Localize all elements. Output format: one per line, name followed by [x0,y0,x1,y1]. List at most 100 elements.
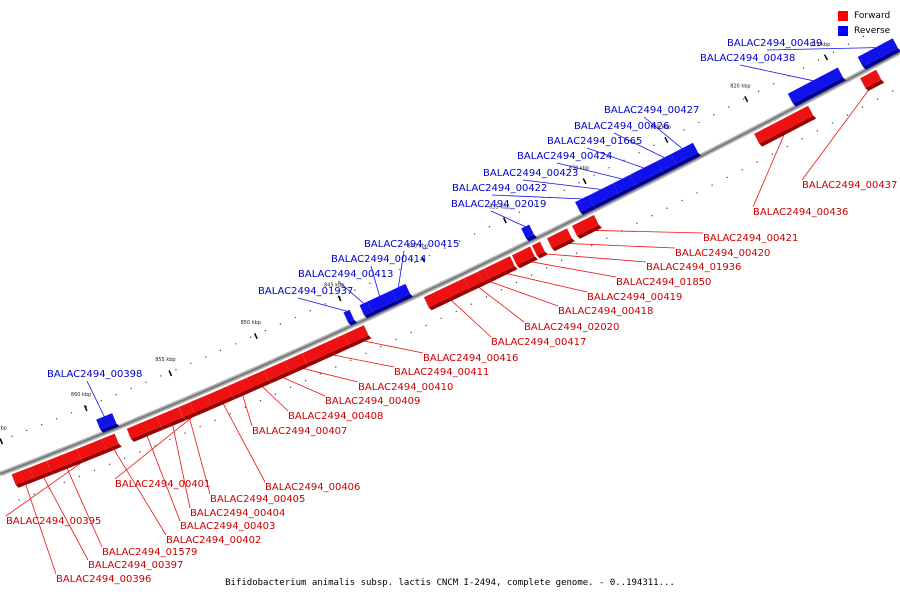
genome-backbone-shadow [0,49,900,477]
minor-tick [773,83,775,85]
forward-leader [114,408,203,480]
forward-gene-shade [289,363,310,374]
minor-tick [199,426,201,428]
reverse-gene [671,142,698,164]
minor-tick [530,274,533,276]
minor-tick [545,267,548,269]
reverse-leader [586,147,644,169]
minor-tick [214,419,216,421]
reverse-leader [522,179,601,190]
forward-gene-label: BALAC2494_00406 [265,482,360,493]
scale-tick [823,54,829,61]
minor-tick [399,268,401,271]
minor-tick [458,240,461,242]
minor-tick [100,400,103,402]
minor-tick [711,184,713,186]
forward-gene-shade [194,405,215,416]
reverse-leader [337,280,364,304]
scale-tick [254,333,258,340]
forward-leader [801,83,874,181]
forward-gene-label: BALAC2494_00409 [325,396,420,407]
minor-tick [369,282,371,284]
forward-gene-shade [306,344,352,367]
minor-tick [18,499,20,501]
forward-gene [46,449,81,472]
forward-gene [156,407,183,427]
minor-tick [621,230,623,232]
minor-tick [130,387,132,390]
forward-gene-shade [468,281,486,292]
reverse-gene-shade [372,300,400,315]
minor-tick [533,204,536,206]
minor-tick [563,189,565,191]
scale-tick [744,96,749,103]
forward-leader [188,414,211,495]
forward-leader [221,400,266,483]
minor-tick [756,161,758,163]
forward-gene-label: BALAC2494_00397 [88,560,183,571]
forward-gene [227,377,252,397]
reverse-gene-shade [792,77,846,107]
minor-tick [758,90,760,93]
forward-leader [475,284,525,323]
reverse-gene-shade [618,184,638,196]
forward-gene-label: BALAC2494_02020 [524,322,619,333]
minor-tick [335,366,337,368]
forward-leader [327,353,395,368]
forward-gene [126,416,161,439]
reverse-gene [391,283,411,301]
minor-tick [26,429,28,432]
minor-tick [817,59,820,61]
scale-tick-label: 845 kbp [324,283,344,289]
forward-leader [278,375,326,397]
reverse-leader [556,162,622,180]
minor-tick [294,316,296,319]
minor-tick [698,121,700,124]
forward-gene [284,353,307,371]
minor-tick [115,394,117,396]
minor-tick [444,247,446,249]
reverse-gene-shade [396,293,414,304]
scale-tick-label: 815 kbp [810,42,830,48]
forward-gene-label: BALAC2494_00416 [423,353,518,364]
forward-leader [485,279,559,307]
minor-tick [500,289,503,291]
reverse-gene [343,309,355,323]
minor-tick [63,481,65,484]
forward-leader [561,242,676,249]
minor-tick [832,51,835,53]
reverse-leader [491,194,582,200]
minor-tick [41,424,43,426]
reverse-leader [398,250,405,288]
forward-leader [171,421,191,509]
minor-tick [169,438,171,441]
minor-tick [108,463,111,465]
forward-gene-label: BALAC2494_00404 [190,508,285,519]
scale-tick-label: 820 kbp [730,84,750,90]
forward-gene-label: BALAC2494_00436 [753,207,848,218]
scale-tick [664,137,669,144]
minor-tick [70,412,73,414]
minor-tick [160,375,162,377]
scale-tick-label: 840 kbp [408,244,428,250]
minor-tick [380,345,382,348]
reverse-gene [521,224,534,239]
forward-gene-label: BALAC2494_00405 [210,494,305,505]
forward-gene [477,268,489,282]
forward-gene [754,105,814,144]
reverse-leader [297,297,347,312]
reverse-gene [588,183,618,206]
minor-tick [608,167,610,169]
forward-leader [752,129,787,208]
minor-tick [425,324,427,327]
minor-tick [219,349,222,352]
minor-tick [666,207,668,209]
forward-gene-shade [482,278,492,285]
forward-leader [24,481,57,575]
minor-tick [861,106,864,108]
forward-gene [547,228,572,249]
minor-tick [668,136,670,139]
minor-tick [802,67,805,69]
